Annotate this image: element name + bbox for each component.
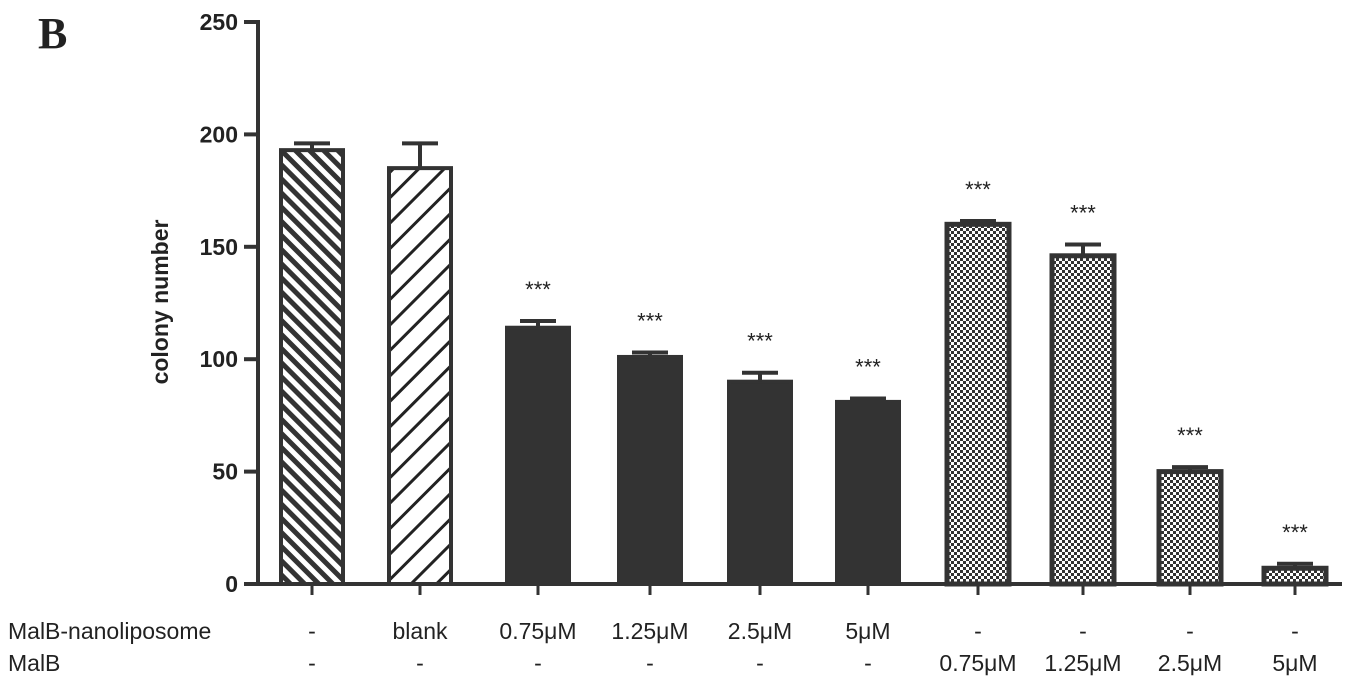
bar xyxy=(279,148,345,587)
condition-cell: - xyxy=(756,650,764,676)
condition-cell: 1.25μM xyxy=(611,618,688,644)
significance-label: *** xyxy=(1282,520,1308,545)
bar xyxy=(727,379,793,586)
condition-cell: - xyxy=(1079,618,1087,644)
condition-cell: 2.5μM xyxy=(728,618,792,644)
significance-label: *** xyxy=(965,177,991,202)
y-tick-label: 0 xyxy=(225,571,238,597)
condition-cell: - xyxy=(416,650,424,676)
bar xyxy=(1261,565,1329,587)
error-bars xyxy=(294,141,1313,569)
condition-cell: blank xyxy=(393,618,448,644)
row-label-nanoliposome: MalB-nanoliposome xyxy=(8,618,211,644)
y-axis: 0 50 100 150 200 250 xyxy=(200,9,260,597)
condition-cell: - xyxy=(646,650,654,676)
condition-cell: 5μM xyxy=(1272,650,1317,676)
bars xyxy=(279,148,1329,587)
bar xyxy=(1049,253,1117,587)
condition-cell: - xyxy=(308,618,316,644)
condition-cell: - xyxy=(974,618,982,644)
bar xyxy=(835,399,901,586)
significance-label: *** xyxy=(525,277,551,302)
y-tick-label: 200 xyxy=(200,121,238,147)
y-tick-label: 100 xyxy=(200,346,238,372)
condition-cell: 0.75μM xyxy=(939,650,1016,676)
condition-cell: 2.5μM xyxy=(1158,650,1222,676)
condition-cell: - xyxy=(534,650,542,676)
bar xyxy=(505,325,571,586)
bar xyxy=(387,166,453,586)
condition-table: - blank 0.75μM 1.25μM 2.5μM 5μM - - - - - - - - - - 0.75… xyxy=(308,618,1317,676)
condition-cell: - xyxy=(1186,618,1194,644)
condition-cell: - xyxy=(1291,618,1299,644)
significance-label: *** xyxy=(747,329,773,354)
significance-label: *** xyxy=(637,308,663,333)
condition-cell: 0.75μM xyxy=(499,618,576,644)
y-tick-label: 250 xyxy=(200,9,238,35)
condition-cell: 1.25μM xyxy=(1044,650,1121,676)
condition-cell: 5μM xyxy=(845,618,890,644)
condition-cell: - xyxy=(308,650,316,676)
condition-cell: - xyxy=(864,650,872,676)
significance-label: *** xyxy=(1177,423,1203,448)
significance-marks: *** *** *** *** *** *** *** *** xyxy=(525,177,1308,545)
significance-label: *** xyxy=(1070,201,1096,226)
bar xyxy=(617,354,683,586)
y-axis-label: colony number xyxy=(147,220,173,385)
panel-label: B xyxy=(38,9,67,58)
bar xyxy=(944,221,1012,587)
y-tick-label: 150 xyxy=(200,234,238,260)
bar xyxy=(1156,469,1224,587)
significance-label: *** xyxy=(855,355,881,380)
row-label-malb: MalB xyxy=(8,650,60,676)
y-tick-label: 50 xyxy=(212,459,238,485)
